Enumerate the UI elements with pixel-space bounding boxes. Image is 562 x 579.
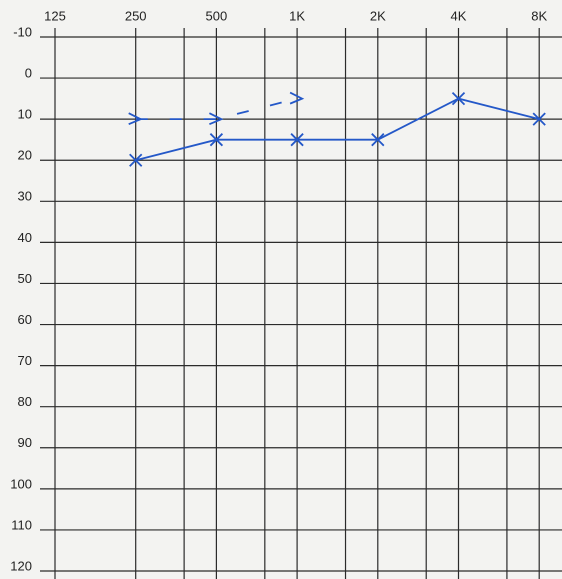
marker-x (451, 91, 466, 106)
y-tick-label: 0 (25, 66, 32, 81)
x-tick-label: 500 (206, 8, 228, 23)
y-tick-label: 120 (10, 558, 32, 573)
y-tick-label: 10 (18, 107, 32, 122)
y-tick-label: 60 (18, 312, 32, 327)
y-tick-label: 40 (18, 230, 32, 245)
x-tick-label: 8K (531, 8, 547, 23)
y-tick-label: 30 (18, 189, 32, 204)
x-tick-label: 125 (44, 8, 66, 23)
marker-x (371, 133, 385, 147)
y-tick-label: 100 (10, 476, 32, 491)
y-tick-label: -10 (13, 24, 32, 39)
x-tick-label: 4K (451, 8, 467, 23)
marker-x (209, 133, 224, 147)
x-tick-label: 250 (125, 8, 147, 23)
x-tick-label: 1K (289, 8, 305, 23)
y-tick-label: 90 (18, 435, 32, 450)
marker-bone (128, 112, 143, 125)
marker-x (129, 153, 143, 167)
series-line (135, 97, 298, 121)
marker-x (290, 133, 304, 147)
marker-bone (208, 112, 224, 125)
series-line (135, 97, 540, 162)
marker-bone (289, 91, 305, 105)
y-tick-label: 20 (18, 148, 32, 163)
y-tick-label: 80 (18, 394, 32, 409)
y-tick-label: 50 (18, 271, 32, 286)
marker-x (532, 112, 546, 126)
y-tick-label: 70 (18, 353, 32, 368)
x-tick-label: 2K (370, 8, 386, 23)
y-tick-label: 110 (11, 517, 32, 532)
